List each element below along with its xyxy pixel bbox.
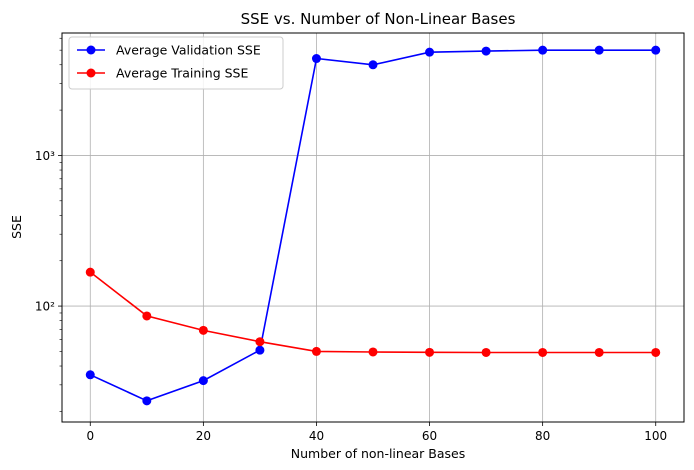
data-point bbox=[198, 376, 208, 386]
grid-lines bbox=[62, 33, 684, 422]
x-axis-label: Number of non-linear Bases bbox=[291, 446, 466, 461]
data-point bbox=[198, 325, 208, 335]
data-point bbox=[594, 347, 604, 357]
data-point bbox=[481, 46, 491, 56]
axis-ticks: 0 20 40 60 80 100 10² 10³ bbox=[35, 149, 667, 443]
data-point bbox=[311, 346, 321, 356]
data-point bbox=[142, 311, 152, 321]
data-point bbox=[538, 347, 548, 357]
data-point bbox=[425, 347, 435, 357]
data-point bbox=[255, 337, 265, 347]
data-point bbox=[425, 47, 435, 57]
data-point bbox=[538, 45, 548, 55]
legend-marker-validation bbox=[86, 45, 96, 55]
legend-marker-training bbox=[86, 68, 96, 78]
series-line bbox=[89, 271, 656, 354]
plot-series bbox=[85, 45, 661, 406]
data-point bbox=[255, 345, 265, 355]
data-point bbox=[142, 396, 152, 406]
chart-title: SSE vs. Number of Non-Linear Bases bbox=[241, 10, 516, 28]
data-point bbox=[651, 347, 661, 357]
data-point bbox=[85, 370, 95, 380]
series-validation bbox=[85, 45, 661, 406]
data-point bbox=[594, 45, 604, 55]
data-point bbox=[481, 347, 491, 357]
data-point bbox=[85, 267, 95, 277]
data-point bbox=[368, 347, 378, 357]
plot-frame bbox=[61, 32, 685, 423]
x-tick-label: 100 bbox=[644, 429, 667, 443]
x-tick-label: 80 bbox=[535, 429, 550, 443]
legend-label-training: Average Training SSE bbox=[116, 66, 248, 81]
legend-box bbox=[68, 36, 284, 90]
y-axis-label: SSE bbox=[9, 215, 24, 239]
data-point bbox=[651, 45, 661, 55]
y-tick-label: 10² bbox=[35, 300, 55, 314]
y-tick-label: 10³ bbox=[35, 149, 55, 163]
x-tick-label: 0 bbox=[86, 429, 94, 443]
data-point bbox=[368, 60, 378, 70]
x-tick-label: 20 bbox=[196, 429, 211, 443]
x-tick-label: 60 bbox=[422, 429, 437, 443]
data-point bbox=[311, 54, 321, 64]
legend-label-validation: Average Validation SSE bbox=[116, 43, 261, 58]
legend: Average Validation SSE Average Training … bbox=[68, 36, 284, 90]
x-tick-label: 40 bbox=[309, 429, 324, 443]
series-training bbox=[85, 267, 661, 357]
